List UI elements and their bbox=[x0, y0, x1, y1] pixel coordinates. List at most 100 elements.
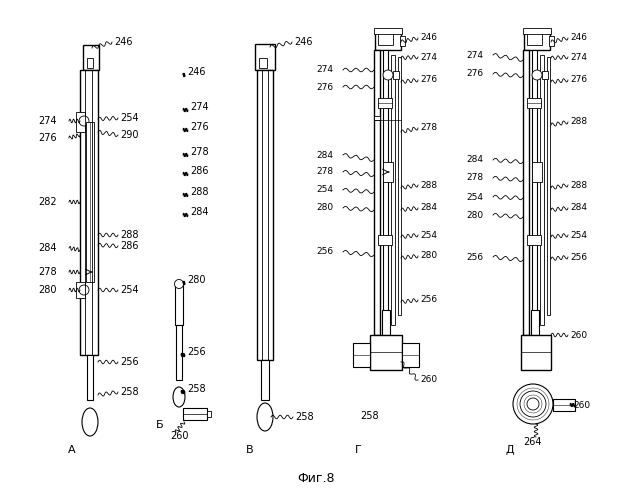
Text: 258: 258 bbox=[360, 411, 379, 421]
Bar bbox=[83, 45, 99, 70]
Bar bbox=[532, 162, 542, 182]
Circle shape bbox=[174, 280, 183, 288]
Bar bbox=[76, 282, 85, 298]
Bar bbox=[80, 70, 98, 355]
Text: 254: 254 bbox=[316, 186, 333, 194]
Bar bbox=[549, 36, 554, 46]
Text: 256: 256 bbox=[466, 252, 483, 262]
Circle shape bbox=[383, 70, 393, 80]
Bar bbox=[383, 50, 388, 330]
Text: 276: 276 bbox=[190, 122, 209, 132]
Bar bbox=[87, 355, 93, 400]
Bar bbox=[207, 411, 211, 417]
Text: 258: 258 bbox=[187, 384, 205, 394]
Bar bbox=[400, 36, 405, 46]
Text: 260: 260 bbox=[170, 431, 188, 441]
Bar bbox=[391, 55, 395, 325]
Bar bbox=[175, 283, 183, 325]
Text: 276: 276 bbox=[316, 82, 333, 92]
Bar bbox=[402, 343, 419, 367]
Text: 254: 254 bbox=[120, 113, 138, 123]
Bar bbox=[176, 325, 182, 380]
Bar bbox=[375, 32, 401, 50]
Text: 280: 280 bbox=[316, 204, 333, 212]
Bar bbox=[523, 50, 529, 335]
Text: 278: 278 bbox=[420, 124, 437, 132]
Text: 280: 280 bbox=[39, 285, 57, 295]
Ellipse shape bbox=[257, 403, 273, 431]
Text: 290: 290 bbox=[120, 130, 138, 140]
Text: 274: 274 bbox=[420, 52, 437, 62]
Text: 278: 278 bbox=[39, 267, 57, 277]
Bar bbox=[553, 399, 575, 411]
Bar bbox=[523, 28, 551, 34]
Text: 256: 256 bbox=[420, 296, 437, 304]
Circle shape bbox=[513, 384, 553, 424]
Text: 254: 254 bbox=[466, 192, 483, 202]
Bar bbox=[378, 33, 393, 45]
Circle shape bbox=[520, 391, 546, 417]
Bar bbox=[382, 310, 390, 335]
Text: 256: 256 bbox=[120, 357, 138, 367]
Bar bbox=[378, 235, 392, 245]
Text: Б: Б bbox=[156, 420, 164, 430]
Text: 274: 274 bbox=[466, 50, 483, 59]
Bar bbox=[353, 343, 370, 367]
Text: 246: 246 bbox=[570, 34, 587, 42]
Text: 276: 276 bbox=[420, 76, 437, 84]
Bar bbox=[374, 50, 380, 335]
Text: 280: 280 bbox=[187, 275, 205, 285]
Ellipse shape bbox=[173, 387, 185, 407]
Text: 282: 282 bbox=[39, 197, 57, 207]
Bar bbox=[393, 71, 399, 79]
Bar bbox=[383, 162, 393, 182]
Text: 260: 260 bbox=[570, 330, 587, 340]
Text: Д: Д bbox=[506, 445, 514, 455]
Text: 274: 274 bbox=[190, 102, 209, 112]
Text: 256: 256 bbox=[187, 347, 205, 357]
Bar bbox=[527, 98, 541, 108]
Text: 284: 284 bbox=[190, 207, 209, 217]
Text: 276: 276 bbox=[570, 76, 587, 84]
Text: 288: 288 bbox=[420, 180, 437, 190]
Text: 260: 260 bbox=[573, 400, 590, 409]
Text: 246: 246 bbox=[294, 37, 312, 47]
Text: 246: 246 bbox=[187, 67, 205, 77]
Text: 254: 254 bbox=[570, 230, 587, 239]
Text: 286: 286 bbox=[120, 241, 138, 251]
Text: 284: 284 bbox=[570, 204, 587, 212]
Bar bbox=[521, 335, 551, 370]
Bar bbox=[374, 116, 380, 120]
Bar bbox=[370, 335, 402, 370]
Bar bbox=[183, 408, 207, 420]
Bar bbox=[87, 58, 93, 68]
Text: 288: 288 bbox=[120, 230, 138, 240]
Text: 258: 258 bbox=[120, 387, 138, 397]
Circle shape bbox=[527, 398, 539, 410]
Text: 278: 278 bbox=[466, 174, 483, 182]
Text: 254: 254 bbox=[120, 285, 138, 295]
Text: 264: 264 bbox=[523, 437, 541, 447]
Bar bbox=[378, 98, 392, 108]
Text: 288: 288 bbox=[570, 180, 587, 190]
Text: Г: Г bbox=[355, 445, 362, 455]
Text: 246: 246 bbox=[114, 37, 133, 47]
Circle shape bbox=[79, 285, 89, 295]
Bar bbox=[374, 28, 402, 34]
Bar bbox=[542, 71, 548, 79]
Text: 286: 286 bbox=[190, 166, 209, 176]
Text: 246: 246 bbox=[420, 34, 437, 42]
Text: 278: 278 bbox=[316, 168, 333, 176]
Bar bbox=[259, 58, 267, 68]
Text: 284: 284 bbox=[316, 150, 333, 160]
Ellipse shape bbox=[82, 408, 98, 436]
Text: 274: 274 bbox=[39, 116, 57, 126]
Text: 258: 258 bbox=[295, 412, 313, 422]
Text: 254: 254 bbox=[420, 230, 437, 239]
Text: 278: 278 bbox=[190, 147, 209, 157]
Text: 274: 274 bbox=[316, 66, 333, 74]
Text: 256: 256 bbox=[570, 252, 587, 262]
Text: 260: 260 bbox=[420, 376, 437, 384]
Bar bbox=[261, 360, 269, 400]
Text: 284: 284 bbox=[420, 204, 437, 212]
